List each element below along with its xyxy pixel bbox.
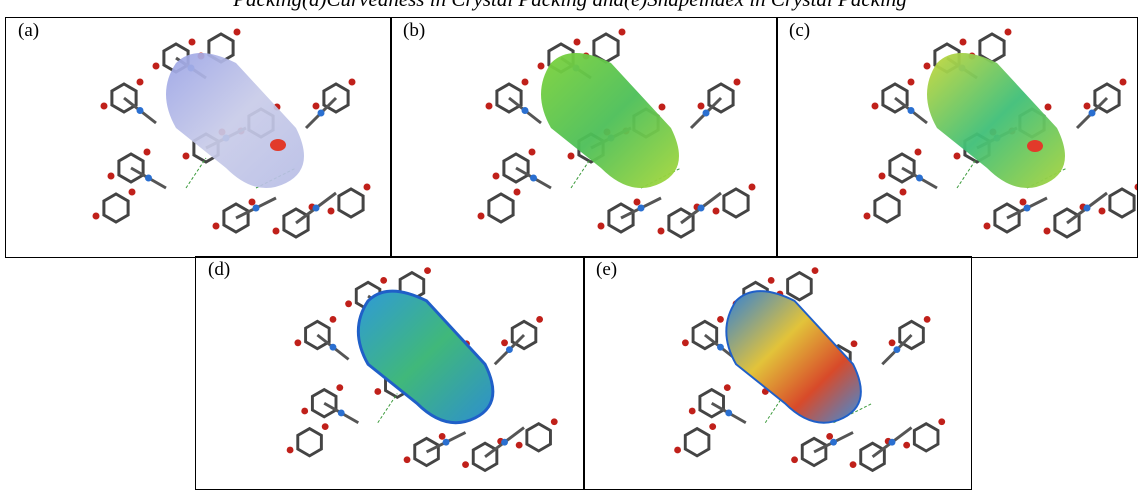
panel-label: (a) [18, 20, 39, 42]
panel: (a) [5, 17, 392, 258]
figure [391, 18, 776, 256]
panel-label: (b) [403, 20, 425, 42]
panel: (b) [390, 17, 778, 258]
panel: (d) [195, 256, 585, 490]
figure [584, 257, 971, 489]
figure [6, 18, 391, 256]
panel-label: (e) [596, 259, 617, 281]
panel-label: (c) [789, 20, 810, 42]
panel: (c) [776, 17, 1138, 258]
page: Packing(d)Curvedness in Crystal Packing … [0, 0, 1140, 490]
panel-label: (d) [208, 259, 230, 281]
caption: Packing(d)Curvedness in Crystal Packing … [0, 0, 1140, 12]
figure [777, 18, 1138, 256]
figure [196, 257, 584, 489]
panel: (e) [583, 256, 972, 490]
